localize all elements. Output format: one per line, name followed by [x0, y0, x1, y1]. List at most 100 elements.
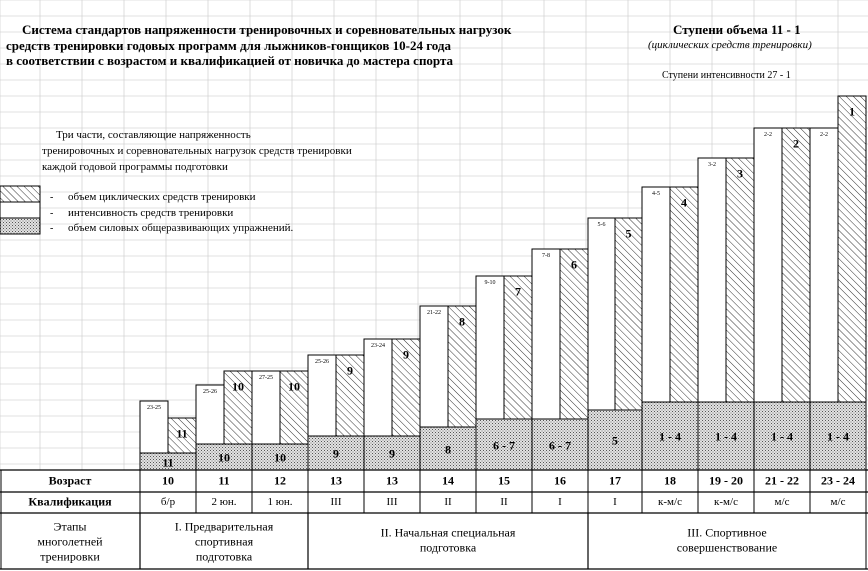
title-line-2: средств тренировки годовых программ для … [6, 38, 451, 53]
strength-value: 11 [162, 455, 174, 469]
intensity-value: 3-2 [708, 162, 716, 168]
volume-value: 8 [459, 314, 465, 329]
volume-bar [669, 186, 699, 403]
volume-value: 11 [176, 426, 188, 441]
age-cell: 16 [554, 473, 566, 488]
volume-bar [223, 370, 253, 445]
intensity-value: 25-26 [315, 359, 329, 365]
stages-label-line: многолетней [37, 534, 103, 549]
row-label-qualification: Квалификация [28, 494, 112, 509]
volume-value: 3 [737, 166, 743, 181]
qualification-cell: б/р [160, 496, 176, 508]
intensity-bar [195, 384, 225, 445]
age-cell: 12 [274, 473, 286, 488]
strength-bar [531, 418, 589, 471]
volume-bar [391, 338, 421, 437]
qualification-cell: 1 юн. [267, 496, 293, 508]
volume-value: 10 [288, 379, 300, 394]
intensity-value: 2-2 [820, 132, 828, 138]
intensity-bar [531, 248, 561, 420]
age-cell: 19 - 20 [709, 473, 743, 488]
volume-value: 2 [793, 136, 799, 151]
intensity-value: 4-5 [652, 191, 660, 197]
stage-1-line: спортивная [194, 534, 254, 549]
age-cell: 10 [162, 473, 174, 488]
bottom-table [0, 469, 868, 570]
volume-bar [503, 275, 533, 420]
qualification-cell: III [386, 496, 398, 508]
volume-value: 6 [571, 257, 577, 272]
age-cell: 13 [330, 473, 342, 488]
legend-swatch-dots [0, 217, 41, 235]
intensity-value: 23-24 [371, 343, 385, 349]
intensity-value: 25-26 [203, 389, 217, 395]
volume-value: 10 [232, 379, 244, 394]
intensity-bar [753, 127, 783, 403]
legend-swatch-blank [0, 201, 41, 219]
strength-bar [419, 426, 477, 471]
volume-bar [279, 370, 309, 445]
volume-bar [781, 127, 811, 403]
age-cell: 18 [664, 473, 676, 488]
stage-2-line: II. Начальная специальная [380, 525, 516, 540]
age-cell: 17 [609, 473, 621, 488]
volume-value: 4 [681, 195, 687, 210]
strength-bar [641, 401, 699, 471]
description-line-2: тренировочных и соревновательных нагрузо… [42, 145, 352, 157]
stages-label-line: Этапы [53, 519, 87, 534]
qualification-cell: м/с [774, 496, 790, 508]
volume-bar [447, 305, 477, 428]
strength-value: 6 - 7 [549, 438, 571, 452]
qualification-cell: II [500, 496, 508, 508]
volume-value: 9 [347, 363, 353, 378]
volume-bar [725, 157, 755, 403]
volume-steps-subtitle: (циклических средств тренировки) [648, 39, 812, 51]
intensity-value: 7-8 [542, 253, 550, 259]
volume-value: 9 [403, 347, 409, 362]
legend-swatch-hatch [0, 185, 41, 203]
volume-value: 7 [515, 284, 521, 299]
qualification-cell: III [330, 496, 342, 508]
volume-value: 1 [849, 104, 855, 119]
legend-text-volume: объем циклических средств тренировки [68, 191, 256, 203]
strength-value: 1 - 4 [659, 429, 681, 444]
legend-dash-1: - [50, 192, 54, 203]
title-line-1: Система стандартов напряженности трениро… [22, 22, 512, 37]
intensity-value: 9-10 [484, 280, 496, 286]
qualification-cell: II [444, 496, 452, 508]
intensity-bar [809, 127, 839, 403]
age-cell: 13 [386, 473, 398, 488]
intensity-value: 23-25 [147, 405, 161, 411]
age-cell: 14 [442, 473, 454, 488]
volume-bar [614, 217, 643, 411]
stage-1-line: подготовка [195, 549, 253, 564]
volume-value: 5 [625, 226, 632, 241]
legend-dash-3: - [50, 223, 54, 234]
strength-value: 10 [274, 450, 286, 465]
volume-bar [559, 248, 589, 420]
intensity-bar [363, 338, 393, 437]
intensity-steps-label: Ступени интенсивности 27 - 1 [662, 70, 791, 81]
strength-bar [809, 401, 867, 471]
intensity-value: 27-25 [259, 375, 273, 381]
volume-bar [837, 95, 867, 403]
strength-value: 1 - 4 [771, 429, 793, 444]
title-line-3: в соответствии с возрастом и квалификаци… [6, 53, 454, 68]
qualification-cell: м/с [830, 496, 846, 508]
intensity-bar [139, 400, 169, 454]
intensity-bar [641, 186, 671, 403]
volume-bar [335, 354, 365, 437]
qualification-cell: к-м/с [714, 496, 738, 508]
intensity-value: 21-22 [427, 310, 441, 316]
strength-value: 1 - 4 [827, 429, 849, 444]
strength-bar [251, 443, 309, 471]
age-cell: 11 [218, 473, 230, 488]
intensity-bar [419, 305, 449, 428]
intensity-bar [697, 157, 727, 403]
intensity-bar [475, 275, 505, 420]
intensity-value: 5-6 [597, 222, 606, 228]
intensity-bar [251, 370, 281, 445]
legend-dash-2: - [50, 208, 54, 219]
